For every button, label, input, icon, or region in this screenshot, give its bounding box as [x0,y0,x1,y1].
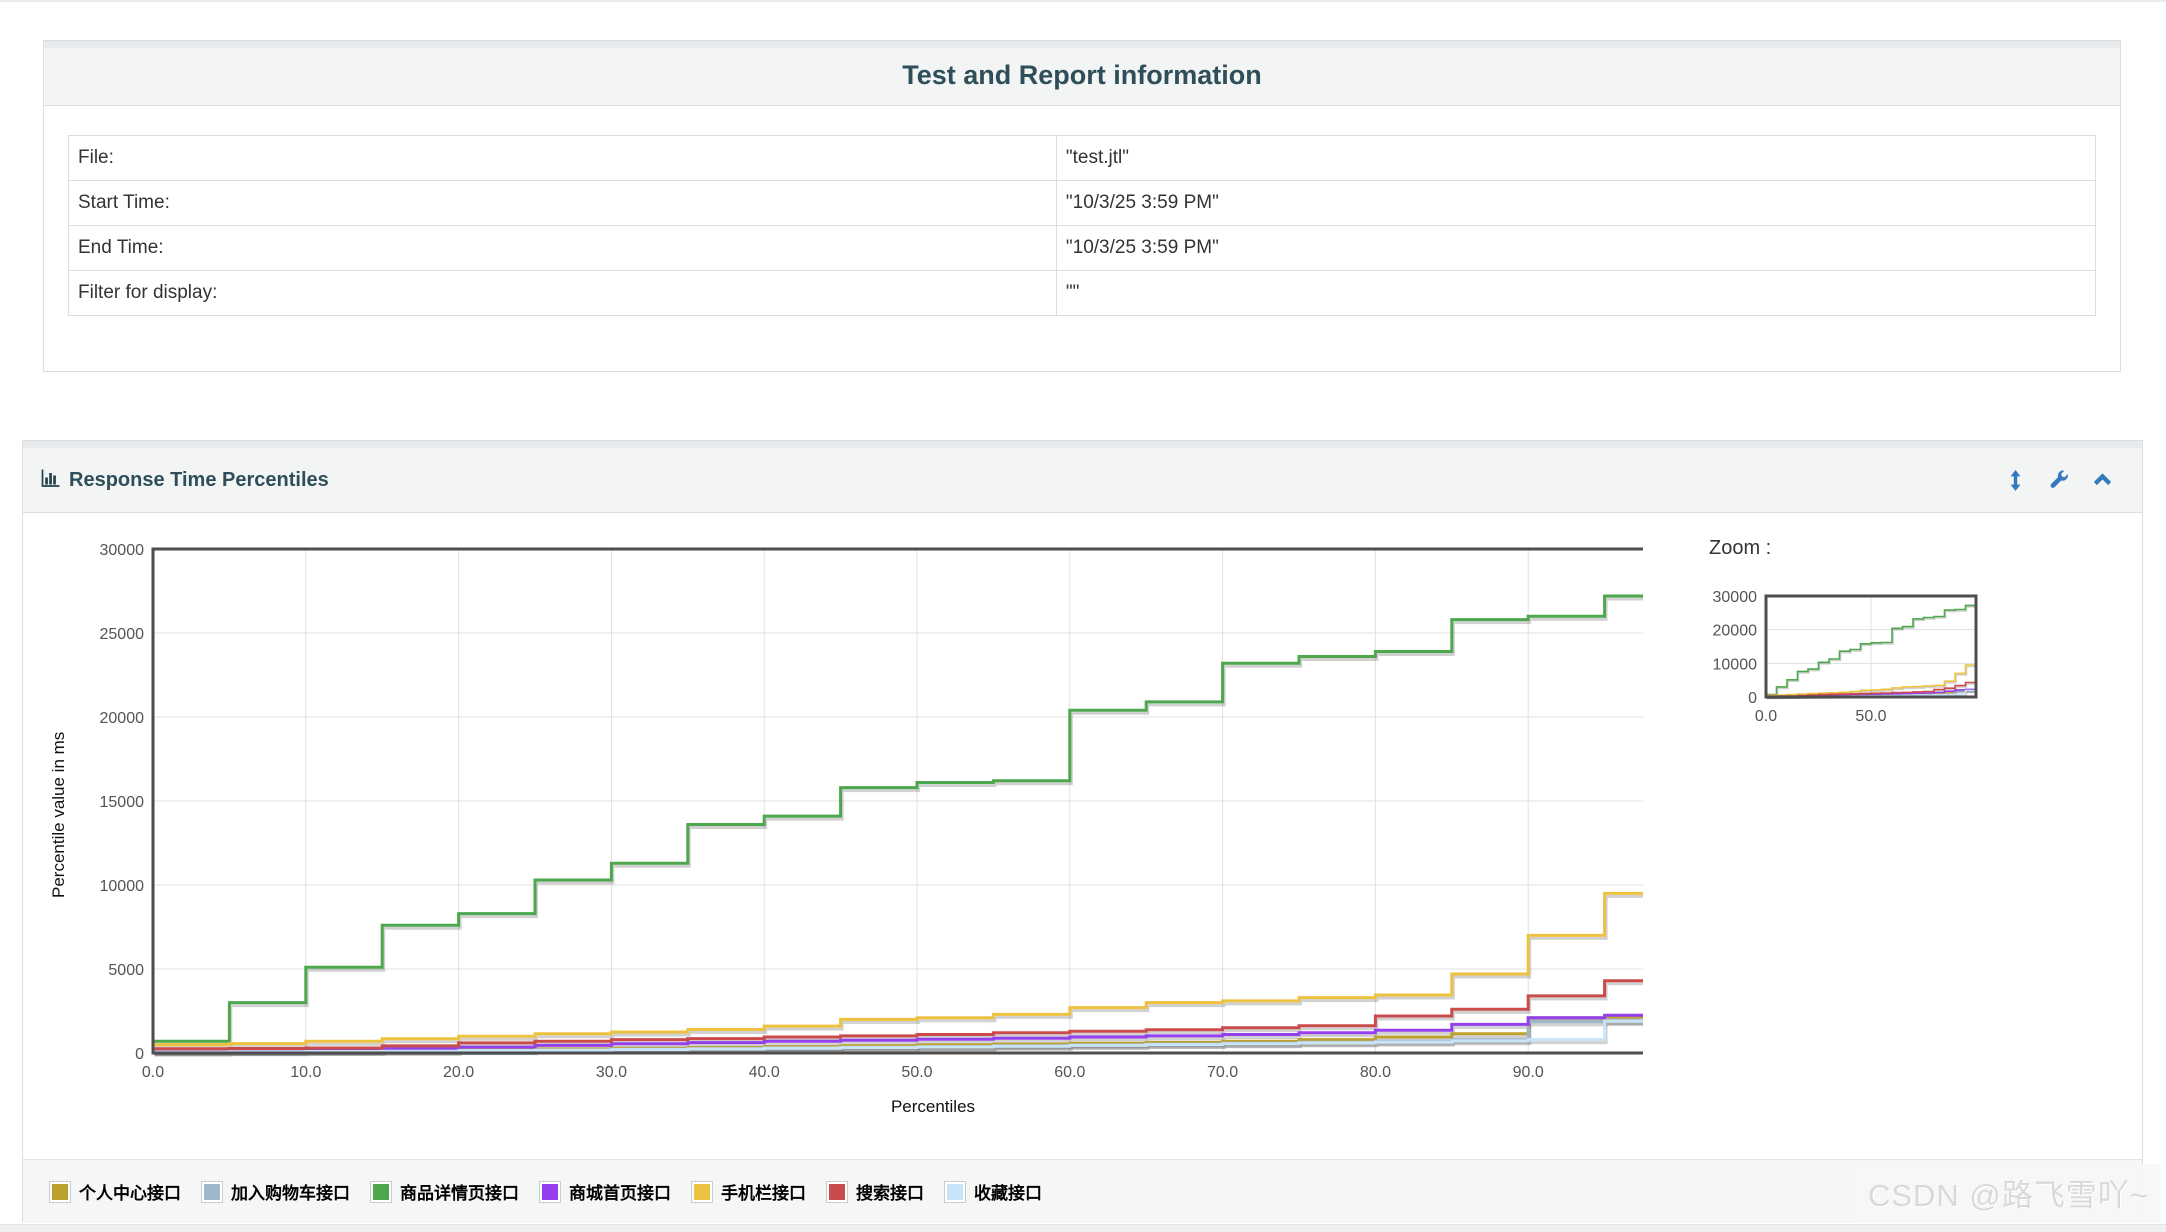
svg-text:10000: 10000 [1713,656,1758,673]
legend-color-swatch [944,1180,966,1203]
legend-label: 商城首页接口 [569,1184,671,1203]
resize-vertical-icon[interactable] [2006,469,2025,491]
legend-label: 搜索接口 [856,1184,924,1203]
horizontal-scrollbar-track[interactable] [0,1224,2166,1232]
graph-panel-toolbar [2006,469,2112,491]
info-table-row: End Time: "10/3/25 3:59 PM" [68,225,2097,271]
x-axis-label: Percentiles [890,1097,976,1116]
svg-text:80.0: 80.0 [1360,1064,1391,1081]
svg-text:50.0: 50.0 [1855,708,1886,725]
watermark-text: CSDN @路飞雪吖~ [1855,1164,2161,1223]
svg-text:70.0: 70.0 [1207,1064,1238,1081]
svg-text:25000: 25000 [100,626,145,643]
graph-panel-title: Response Time Percentiles [69,468,329,491]
info-row-value: "10/3/25 3:59 PM" [1055,180,2097,226]
svg-text:40.0: 40.0 [749,1064,780,1081]
legend-color-swatch [201,1180,223,1203]
legend-item[interactable]: 手机栏接口 [691,1179,806,1204]
legend-item[interactable]: 个人中心接口 [49,1179,181,1204]
percentiles-chart[interactable]: 0.0 10.0 20.0 30.0 40.0 50.0 60.0 70.0 80.0 90.0 0… [83,529,1643,1089]
svg-text:30000: 30000 [100,542,145,559]
panel-top-strip [23,441,2142,448]
svg-text:30000: 30000 [1713,589,1758,606]
info-row-value: "10/3/25 3:59 PM" [1055,225,2097,271]
svg-text:90.0: 90.0 [1513,1064,1544,1081]
legend-color-swatch [691,1180,713,1203]
series-line [1766,604,1976,696]
series-line [153,891,1643,1047]
info-panel-title: Test and Report information [44,48,2120,106]
test-report-info-panel: Test and Report information File: "test.j… [43,40,2121,372]
chart-legend: 个人中心接口 加入购物车接口 商品详情页接口 商城首页接口 手机栏接口 搜索接口 收藏接口 [23,1159,2142,1223]
collapse-icon[interactable] [2093,473,2112,487]
y-axis-label: Percentile value in ms [49,731,68,898]
series-line [1766,664,1976,697]
legend-color-swatch [370,1180,392,1203]
info-row-label: End Time: [68,225,1057,271]
page-top-divider [0,0,2166,2]
legend-label: 收藏接口 [974,1184,1042,1203]
legend-item[interactable]: 商品详情页接口 [370,1179,519,1204]
legend-color-swatch [49,1180,71,1203]
info-table-row: Start Time: "10/3/25 3:59 PM" [68,180,2097,226]
svg-text:50.0: 50.0 [901,1064,932,1081]
svg-text:60.0: 60.0 [1054,1064,1085,1081]
svg-text:15000: 15000 [100,794,145,811]
svg-text:5000: 5000 [108,962,144,979]
svg-text:0: 0 [135,1046,144,1063]
info-row-label: Filter for display: [68,270,1057,316]
svg-text:0: 0 [1748,690,1757,707]
info-table-body: File: "test.jtl" Start Time: "10/3/25 3:59 … [68,135,2097,316]
info-row-label: File: [68,135,1057,181]
legend-item[interactable]: 收藏接口 [944,1179,1042,1204]
response-time-percentiles-panel: Response Time Percentiles Percentile val… [22,440,2143,1223]
series-line [153,1013,1643,1052]
zoom-label: Zoom : [1709,537,1772,559]
test-report-info-table: File: "test.jtl" Start Time: "10/3/25 3:59 … [68,135,2097,316]
overview-chart[interactable]: 0.0 50.0 0 10000 20000 30000 [1666,573,2086,738]
legend-label: 个人中心接口 [79,1184,181,1203]
info-table-row: Filter for display: "" [68,270,2097,316]
info-row-value: "" [1055,270,2097,316]
info-row-value: "test.jtl" [1055,135,2097,181]
svg-text:30.0: 30.0 [596,1064,627,1081]
svg-text:20000: 20000 [100,710,145,727]
info-table-row: File: "test.jtl" [68,135,2097,181]
legend-label: 手机栏接口 [721,1184,806,1203]
svg-text:10000: 10000 [100,878,145,895]
bar-chart-icon [40,468,60,493]
svg-text:0.0: 0.0 [142,1064,164,1081]
legend-color-swatch [539,1180,561,1203]
svg-text:20000: 20000 [1713,623,1758,640]
series-line [153,1019,1643,1054]
series-line [153,979,1643,1051]
svg-text:0.0: 0.0 [1755,708,1777,725]
legend-label: 商品详情页接口 [400,1184,519,1203]
legend-label: 加入购物车接口 [231,1184,350,1203]
graph-area: Percentile value in ms 0.0 10.0 20.0 30.0 40… [23,513,2142,1159]
series-line [153,594,1643,1043]
svg-text:20.0: 20.0 [443,1064,474,1081]
legend-item[interactable]: 搜索接口 [826,1179,924,1204]
graph-panel-header: Response Time Percentiles [23,448,2142,513]
legend-color-swatch [826,1180,848,1203]
legend-item[interactable]: 商城首页接口 [539,1179,671,1204]
info-row-label: Start Time: [68,180,1057,226]
svg-text:10.0: 10.0 [290,1064,321,1081]
legend-item[interactable]: 加入购物车接口 [201,1179,350,1204]
panel-top-strip [44,41,2120,48]
wrench-icon[interactable] [2049,470,2069,490]
